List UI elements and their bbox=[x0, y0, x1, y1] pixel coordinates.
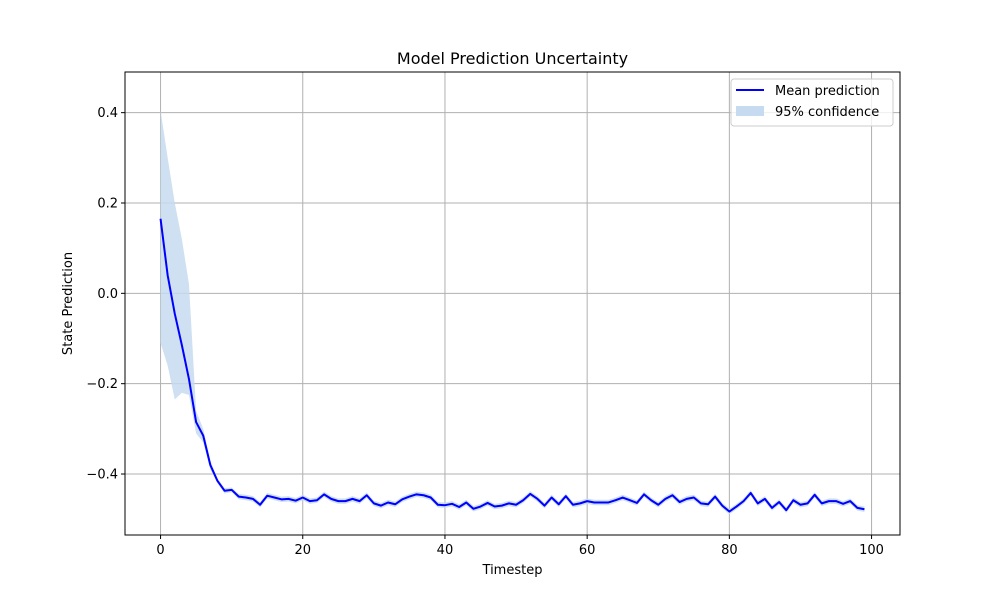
y-tick-label: −0.2 bbox=[86, 377, 118, 392]
mean-prediction-line bbox=[159, 218, 865, 513]
x-tick-label: 100 bbox=[859, 543, 884, 558]
y-tick-label: 0.4 bbox=[97, 106, 118, 121]
axes-frame bbox=[124, 71, 901, 536]
legend-swatch-band bbox=[736, 106, 764, 116]
x-tick-label: 40 bbox=[437, 543, 454, 558]
legend: Mean prediction 95% confidence bbox=[730, 78, 894, 127]
legend-box bbox=[730, 78, 894, 127]
x-tick-label: 80 bbox=[721, 543, 738, 558]
y-axis-label: State Prediction bbox=[61, 252, 76, 355]
y-tick-label: −0.4 bbox=[86, 468, 118, 483]
tick-layer: 0 20 40 60 80 100 −0.4 −0.2 0.0 0.2 0.4 bbox=[86, 106, 884, 558]
x-tick-label: 60 bbox=[579, 543, 596, 558]
y-tick-label: 0.0 bbox=[97, 287, 118, 302]
y-tick-label: 0.2 bbox=[97, 196, 118, 211]
legend-label-band: 95% confidence bbox=[775, 105, 879, 120]
line-layer bbox=[159, 218, 865, 513]
legend-label-mean: Mean prediction bbox=[775, 84, 880, 99]
x-tick-label: 0 bbox=[156, 543, 164, 558]
x-tick-label: 20 bbox=[294, 543, 311, 558]
chart-title: Model Prediction Uncertainty bbox=[397, 49, 628, 68]
x-axis-label: Timestep bbox=[482, 563, 543, 578]
